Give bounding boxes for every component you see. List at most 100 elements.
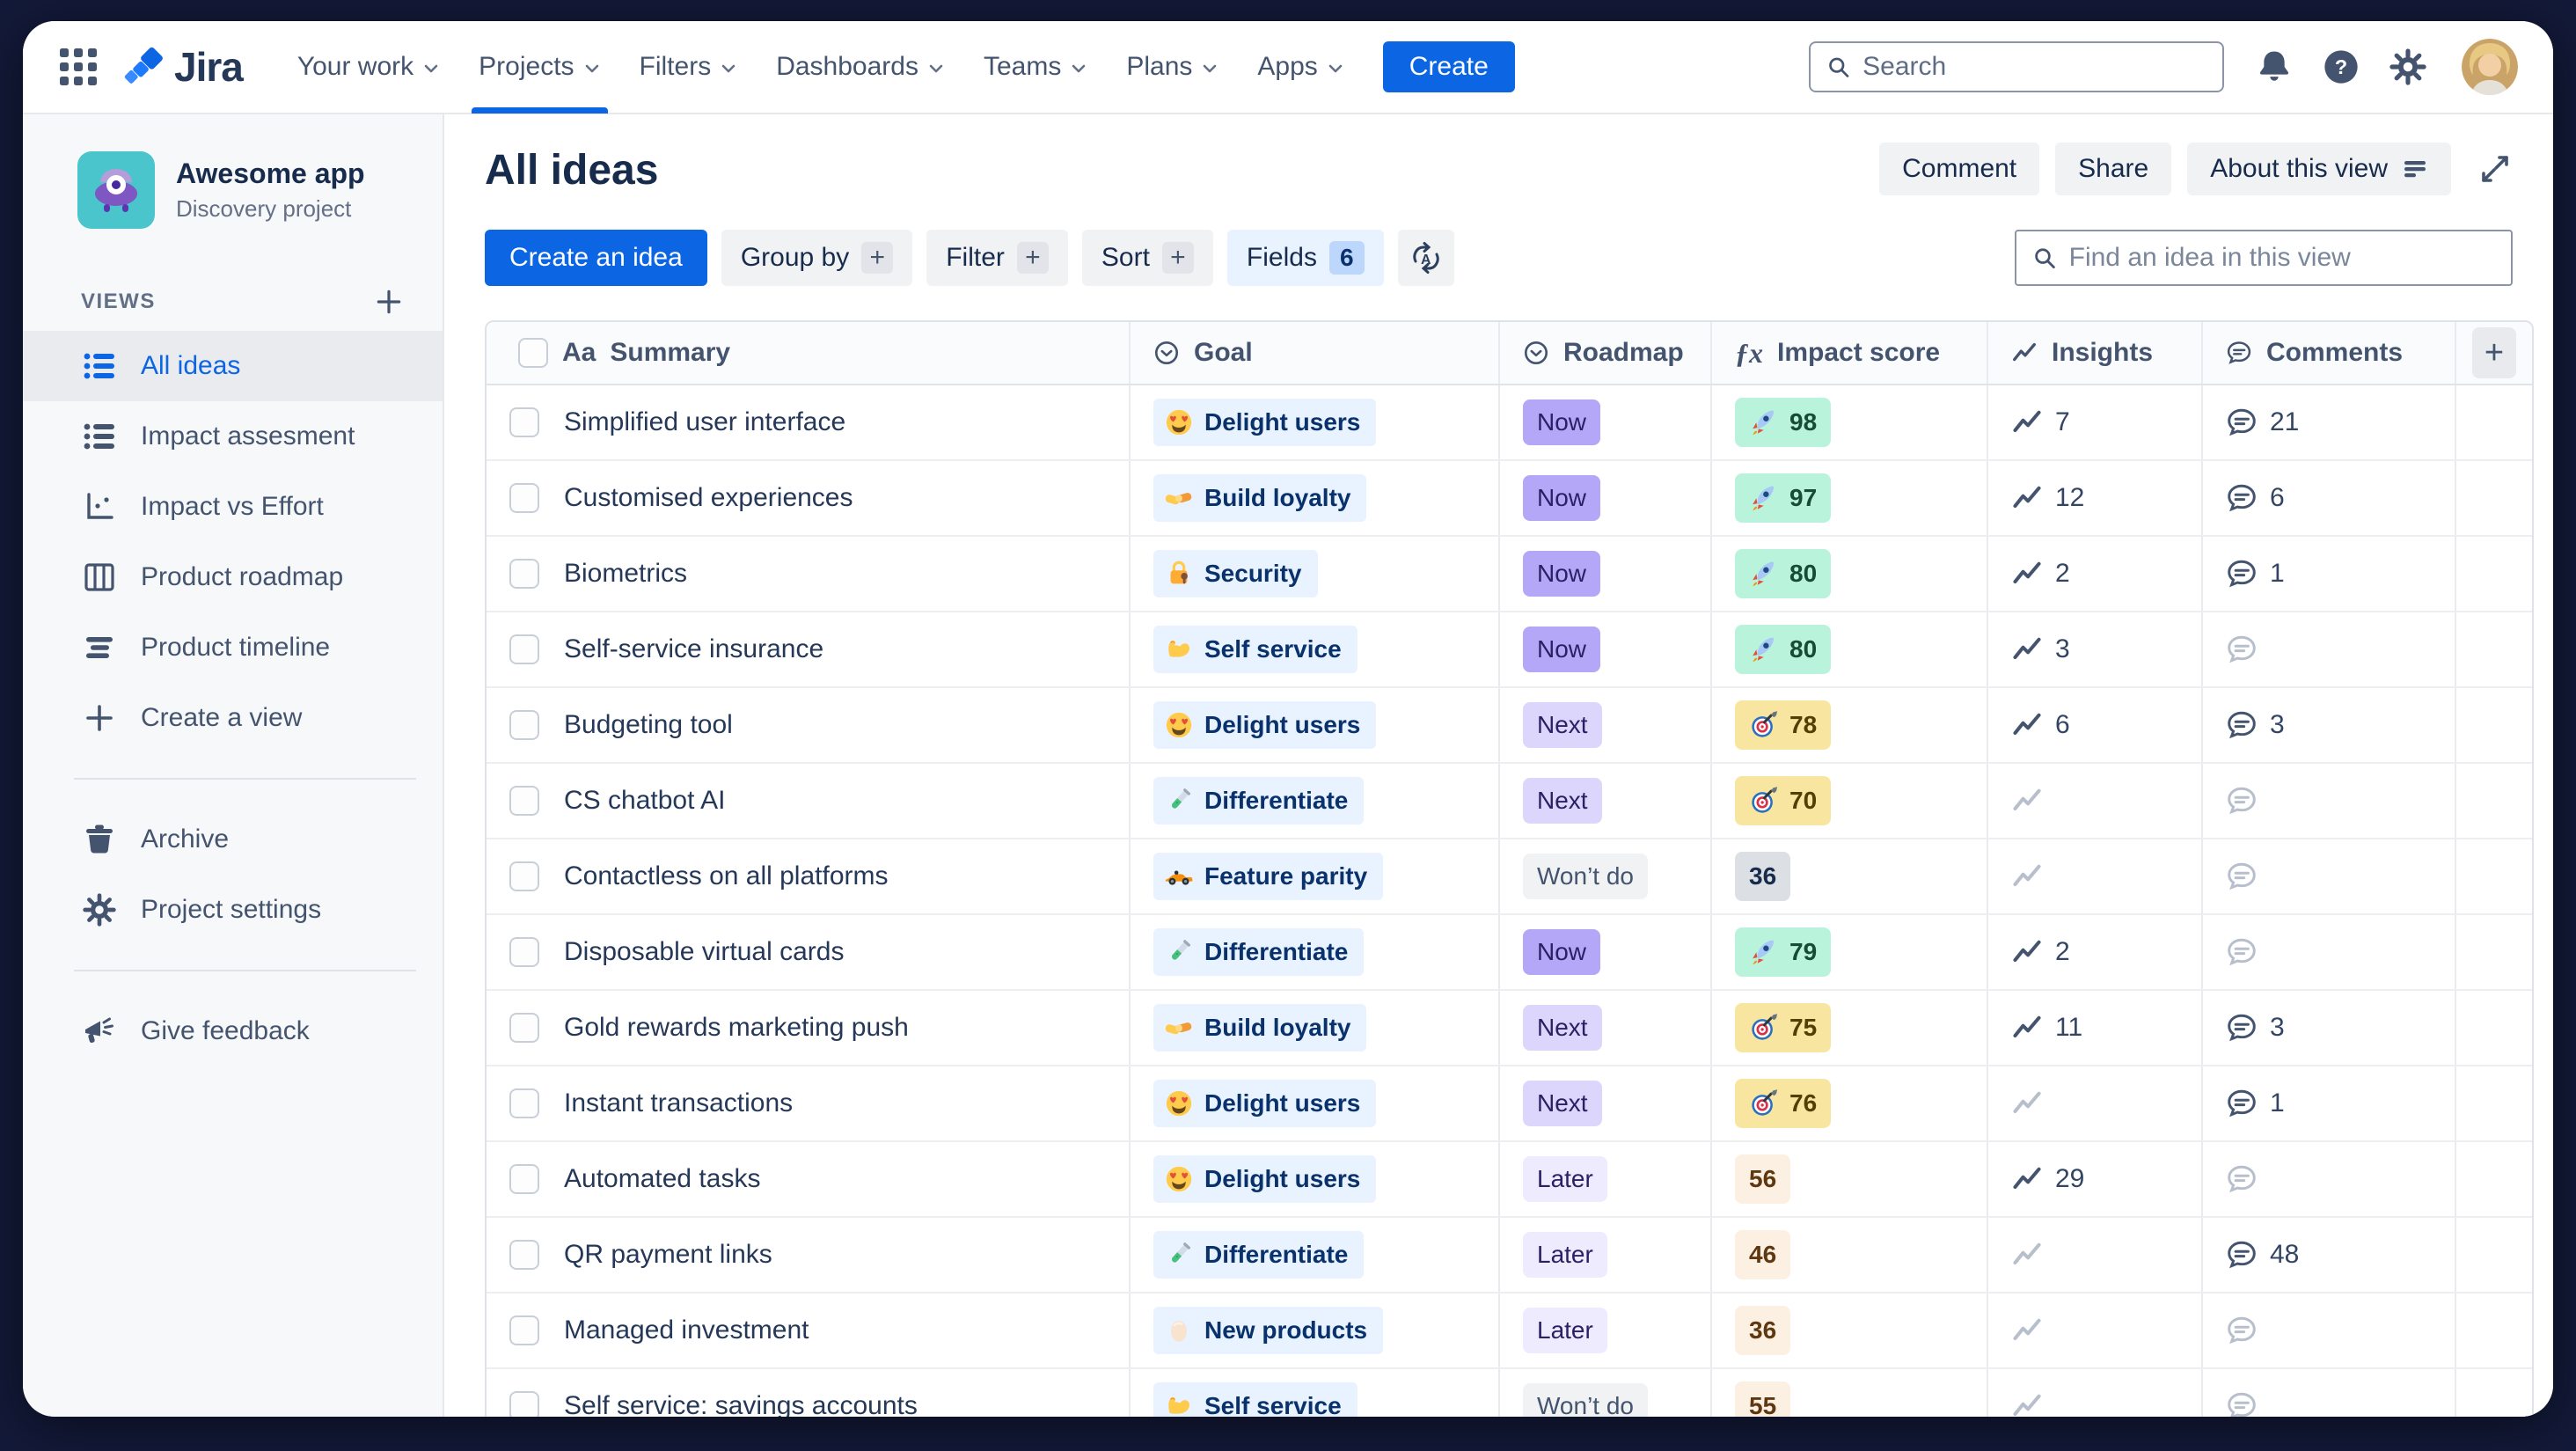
- impact-score-pill[interactable]: 79: [1735, 927, 1832, 977]
- row-checkbox[interactable]: [509, 1013, 539, 1043]
- row-checkbox[interactable]: [509, 861, 539, 891]
- impact-score-pill[interactable]: 80: [1735, 625, 1832, 674]
- column-header-comments[interactable]: Comments: [2203, 322, 2456, 384]
- comments-cell[interactable]: 6: [2203, 461, 2456, 535]
- notifications-bell-icon[interactable]: [2256, 48, 2293, 85]
- row-checkbox[interactable]: [509, 1391, 539, 1417]
- goal-pill[interactable]: Security: [1153, 550, 1318, 597]
- settings-gear-icon[interactable]: [2389, 48, 2426, 85]
- nav-item-filters[interactable]: Filters: [620, 21, 757, 114]
- impact-score-pill[interactable]: 75: [1735, 1003, 1832, 1052]
- comments-cell[interactable]: [2203, 612, 2456, 686]
- summary-cell[interactable]: Gold rewards marketing push: [487, 991, 1131, 1065]
- create-button[interactable]: Create: [1382, 41, 1515, 92]
- roadmap-pill[interactable]: Now: [1523, 929, 1601, 975]
- roadmap-pill[interactable]: Next: [1523, 1005, 1602, 1051]
- insights-cell[interactable]: 2: [1988, 915, 2203, 989]
- summary-cell[interactable]: Contactless on all platforms: [487, 839, 1131, 913]
- summary-cell[interactable]: Budgeting tool: [487, 688, 1131, 762]
- impact-score-pill[interactable]: 76: [1735, 1079, 1832, 1128]
- comments-cell[interactable]: 3: [2203, 991, 2456, 1065]
- summary-cell[interactable]: Self-service insurance: [487, 612, 1131, 686]
- comments-cell[interactable]: 3: [2203, 688, 2456, 762]
- goal-pill[interactable]: Build loyalty: [1153, 474, 1367, 522]
- roadmap-pill[interactable]: Later: [1523, 1308, 1607, 1353]
- nav-item-projects[interactable]: Projects: [459, 21, 619, 114]
- goal-pill[interactable]: Self service: [1153, 1382, 1358, 1417]
- comments-cell[interactable]: [2203, 1369, 2456, 1417]
- nav-item-teams[interactable]: Teams: [964, 21, 1107, 114]
- insights-cell[interactable]: [1988, 1066, 2203, 1140]
- add-view-icon[interactable]: [374, 287, 404, 317]
- row-checkbox[interactable]: [509, 1088, 539, 1118]
- global-search[interactable]: [1809, 41, 2224, 92]
- row-checkbox[interactable]: [509, 937, 539, 967]
- impact-score-pill[interactable]: 80: [1735, 549, 1832, 598]
- global-search-input[interactable]: [1862, 52, 2206, 82]
- goal-pill[interactable]: Self service: [1153, 626, 1358, 673]
- expand-view-icon[interactable]: [2476, 150, 2514, 188]
- impact-score-pill[interactable]: 46: [1735, 1230, 1791, 1279]
- goal-pill[interactable]: Delight users: [1153, 1155, 1377, 1203]
- goal-pill[interactable]: Delight users: [1153, 1080, 1377, 1127]
- impact-score-pill[interactable]: 36: [1735, 852, 1791, 901]
- sidebar-item-all-ideas[interactable]: All ideas: [23, 331, 443, 401]
- roadmap-pill[interactable]: Later: [1523, 1232, 1607, 1278]
- table-row[interactable]: Self-service insurance Self service Now …: [487, 612, 2532, 688]
- comments-cell[interactable]: [2203, 915, 2456, 989]
- column-header-insights[interactable]: Insights: [1988, 322, 2203, 384]
- comments-cell[interactable]: 1: [2203, 537, 2456, 611]
- comments-cell[interactable]: [2203, 839, 2456, 913]
- insights-cell[interactable]: 2: [1988, 537, 2203, 611]
- summary-cell[interactable]: Biometrics: [487, 537, 1131, 611]
- impact-score-pill[interactable]: 36: [1735, 1306, 1791, 1355]
- row-checkbox[interactable]: [509, 634, 539, 664]
- row-checkbox[interactable]: [509, 483, 539, 513]
- insights-cell[interactable]: 7: [1988, 385, 2203, 459]
- roadmap-pill[interactable]: Next: [1523, 778, 1602, 824]
- table-row[interactable]: Automated tasks Delight users Later 56 2…: [487, 1142, 2532, 1218]
- goal-pill[interactable]: Build loyalty: [1153, 1004, 1367, 1052]
- roadmap-pill[interactable]: Now: [1523, 551, 1601, 597]
- summary-cell[interactable]: Customised experiences: [487, 461, 1131, 535]
- insights-cell[interactable]: [1988, 1369, 2203, 1417]
- summary-cell[interactable]: Automated tasks: [487, 1142, 1131, 1216]
- summary-cell[interactable]: Managed investment: [487, 1293, 1131, 1367]
- summary-cell[interactable]: CS chatbot AI: [487, 764, 1131, 838]
- goal-pill[interactable]: Differentiate: [1153, 777, 1365, 824]
- roadmap-pill[interactable]: Later: [1523, 1156, 1607, 1202]
- comments-cell[interactable]: 1: [2203, 1066, 2456, 1140]
- insights-cell[interactable]: 12: [1988, 461, 2203, 535]
- column-header-summary[interactable]: Aa Summary: [487, 322, 1131, 384]
- comments-cell[interactable]: [2203, 1142, 2456, 1216]
- select-all-checkbox[interactable]: [518, 338, 548, 368]
- comments-cell[interactable]: [2203, 1293, 2456, 1367]
- goal-pill[interactable]: New products: [1153, 1307, 1384, 1354]
- insights-cell[interactable]: [1988, 839, 2203, 913]
- insights-cell[interactable]: [1988, 1293, 2203, 1367]
- sidebar-item-archive[interactable]: Archive: [23, 804, 443, 875]
- table-row[interactable]: Disposable virtual cards Differentiate N…: [487, 915, 2532, 991]
- project-header[interactable]: Awesome app Discovery project: [23, 151, 443, 229]
- sidebar-item-product-timeline[interactable]: Product timeline: [23, 612, 443, 683]
- nav-item-plans[interactable]: Plans: [1107, 21, 1238, 114]
- table-row[interactable]: Gold rewards marketing push Build loyalt…: [487, 991, 2532, 1066]
- group-by-button[interactable]: Group by +: [721, 230, 913, 286]
- row-checkbox[interactable]: [509, 1164, 539, 1194]
- row-checkbox[interactable]: [509, 407, 539, 437]
- insights-cell[interactable]: [1988, 764, 2203, 838]
- help-icon[interactable]: ?: [2323, 48, 2360, 85]
- goal-pill[interactable]: Differentiate: [1153, 1231, 1365, 1279]
- insights-cell[interactable]: 6: [1988, 688, 2203, 762]
- column-header-goal[interactable]: Goal: [1131, 322, 1500, 384]
- impact-score-pill[interactable]: 78: [1735, 700, 1832, 750]
- roadmap-pill[interactable]: Next: [1523, 702, 1602, 748]
- roadmap-pill[interactable]: Won’t do: [1523, 854, 1648, 899]
- roadmap-pill[interactable]: Next: [1523, 1081, 1602, 1126]
- jira-logo[interactable]: Jira: [123, 43, 244, 91]
- impact-score-pill[interactable]: 55: [1735, 1381, 1791, 1417]
- goal-pill[interactable]: Feature parity: [1153, 853, 1384, 900]
- find-idea-search[interactable]: [2015, 230, 2513, 286]
- row-checkbox[interactable]: [509, 786, 539, 816]
- comments-cell[interactable]: 48: [2203, 1218, 2456, 1292]
